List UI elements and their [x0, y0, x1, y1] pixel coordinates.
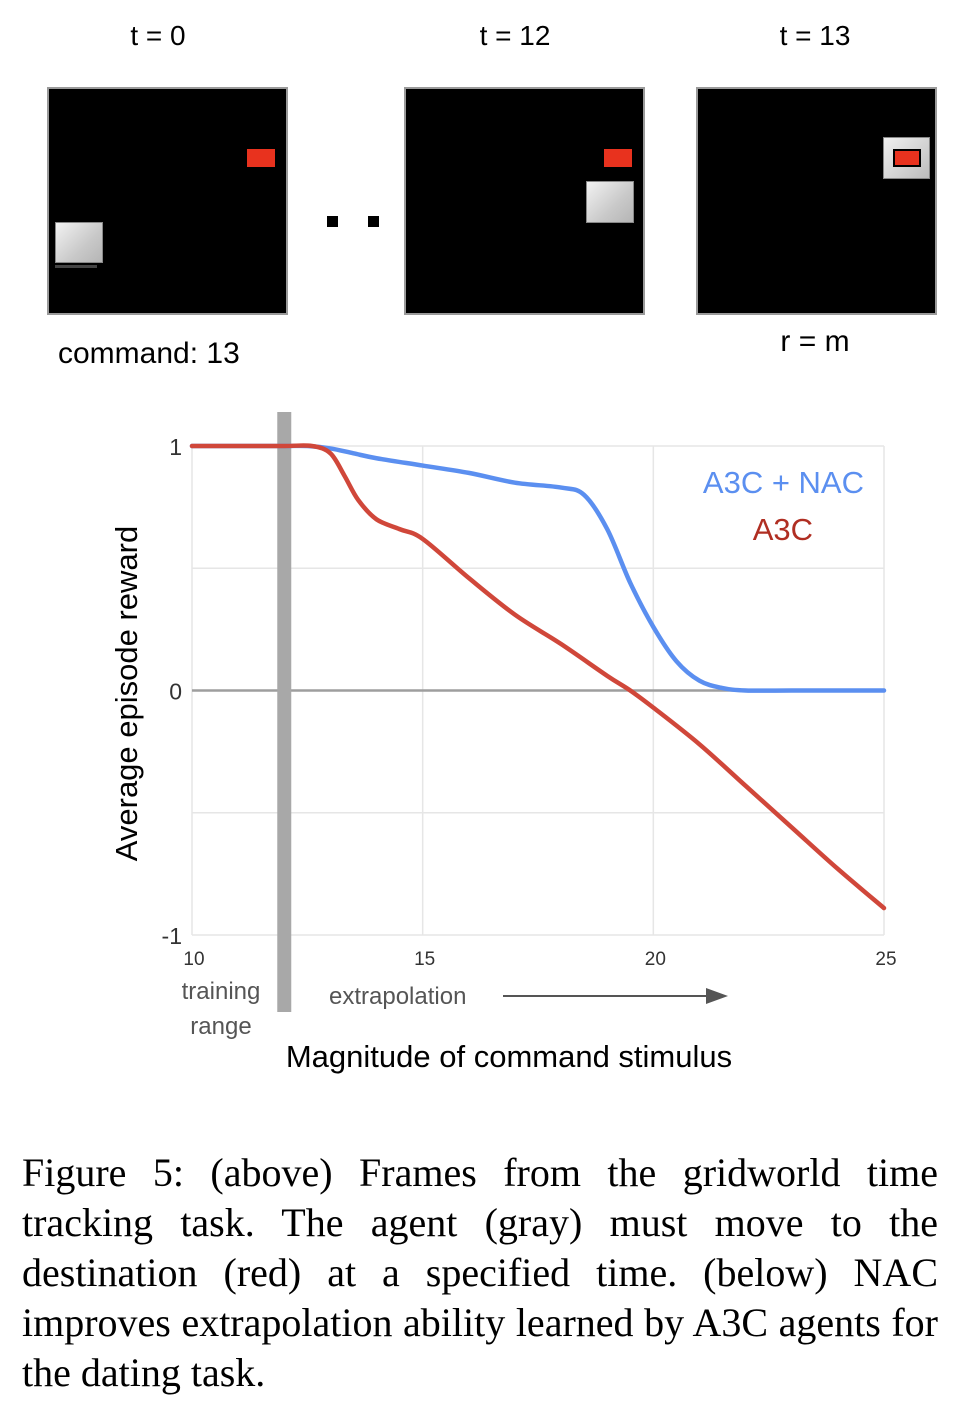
agent-on-destination-marker [883, 137, 930, 179]
y-tick-label: 1 [169, 434, 182, 460]
x-tick-label: 25 [875, 949, 896, 970]
ellipsis-dot [368, 216, 379, 227]
x-tick-label: 20 [645, 949, 666, 970]
ellipsis-dot [327, 216, 338, 227]
destination-marker [604, 149, 632, 167]
training-range-label-line1: training [182, 978, 261, 1005]
y-tick-label: -1 [162, 923, 182, 949]
x-tick-label: 10 [183, 949, 204, 970]
figure-caption: Figure 5: (above) Frames from the gridwo… [22, 1150, 938, 1395]
destination-marker [893, 149, 921, 167]
training-range-label-line2: range [190, 1013, 251, 1040]
frame-time-label-2: t = 13 [779, 20, 851, 51]
x-tick-label: 15 [414, 949, 435, 970]
destination-marker [247, 149, 275, 167]
extrapolation-arrow-head [706, 988, 728, 1004]
agent-trail [55, 265, 97, 268]
training-boundary-bar [277, 412, 292, 1012]
frame-time-label-0: t = 0 [130, 20, 186, 51]
series-line-a3c [189, 443, 887, 911]
legend-entry-a3c: A3C [753, 512, 813, 547]
y-axis-label: Average episode reward [109, 526, 144, 861]
legend-entry-a3c-nac: A3C + NAC [703, 465, 864, 500]
y-tick-label: 0 [169, 679, 182, 705]
extrapolation-label: extrapolation [329, 983, 466, 1010]
gridworld-frame-t13 [696, 87, 937, 315]
command-label: command: 13 [58, 337, 240, 370]
gridworld-frame-t12 [404, 87, 645, 315]
frame-time-label-1: t = 12 [479, 20, 551, 51]
reward-chart: 10 15 20 25 -1 0 1 Average episode reward Magn… [109, 412, 897, 1074]
reward-label: r = m [780, 325, 850, 358]
gridworld-frame-t0 [47, 87, 288, 315]
agent-marker [586, 181, 634, 223]
agent-marker [55, 222, 103, 263]
x-axis-label: Magnitude of command stimulus [286, 1039, 732, 1074]
